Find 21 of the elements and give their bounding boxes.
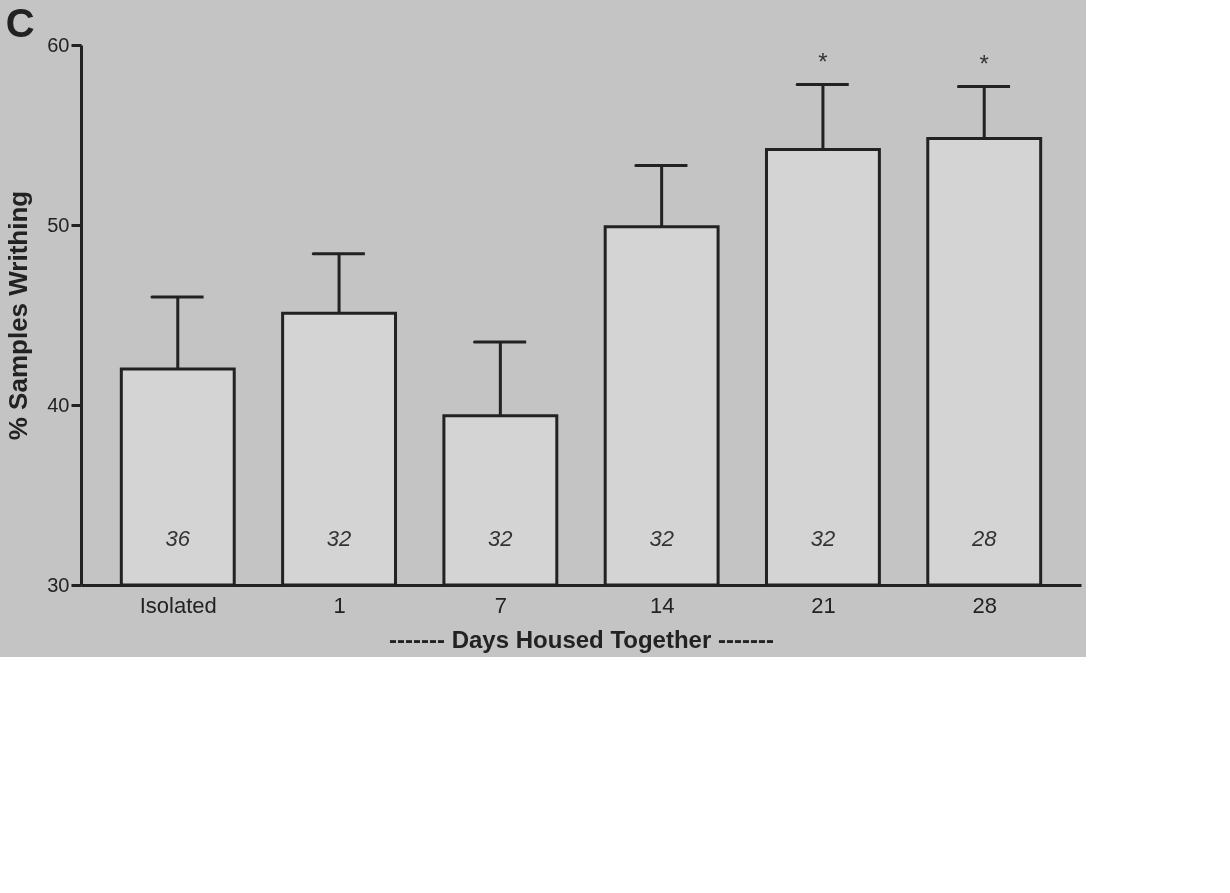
annotation: 28 bbox=[970, 526, 998, 552]
x-tick-label: 14 bbox=[649, 592, 675, 618]
x-tick-label: 21 bbox=[811, 592, 836, 618]
y-tick-label: 40 bbox=[47, 393, 70, 416]
x-tick-label: 7 bbox=[494, 592, 507, 618]
y-axis-title: % Samples Writhing bbox=[3, 190, 34, 441]
annotation: 32 bbox=[649, 526, 674, 552]
annotation: 32 bbox=[488, 526, 513, 552]
annotation: 32 bbox=[326, 526, 352, 552]
chart-title: C bbox=[5, 1, 35, 45]
x-tick-label: Isolated bbox=[139, 592, 217, 618]
x-axis-title: ------- Days Housed Together ------- bbox=[389, 625, 774, 653]
data-label: * bbox=[979, 49, 989, 77]
annotation: 32 bbox=[810, 526, 836, 552]
annotation: 36 bbox=[165, 526, 191, 552]
y-tick-label: 30 bbox=[47, 573, 70, 596]
x-tick-label: 1 bbox=[333, 592, 346, 618]
data-label: * bbox=[818, 48, 828, 75]
y-tick-label: 60 bbox=[47, 33, 70, 56]
y-tick-label: 50 bbox=[47, 213, 70, 236]
x-tick-label: 28 bbox=[972, 592, 997, 618]
